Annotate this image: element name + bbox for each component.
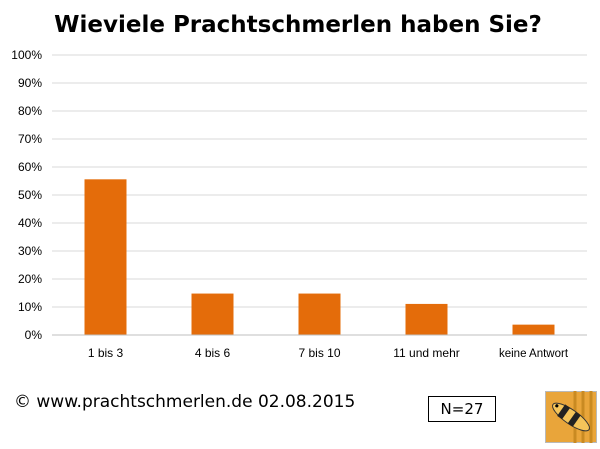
y-tick-label: 80% — [18, 104, 42, 118]
x-tick-label: keine Antwort — [499, 348, 569, 360]
loach-fish-icon — [545, 391, 597, 443]
bar — [298, 293, 341, 335]
bars — [84, 179, 555, 335]
y-tick-label: 0% — [25, 328, 43, 342]
bar-chart: Wieviele Prachtschmerlen haben Sie? 0% 10… — [11, 12, 587, 360]
bar — [512, 324, 555, 335]
sample-size-label: N=27 — [428, 396, 496, 422]
bar — [191, 293, 234, 335]
y-tick-label: 90% — [18, 76, 42, 90]
y-axis-tick-labels: 0% 10% 20% 30% 40% 50% 60% 70% 80% 90% 100% — [11, 48, 42, 342]
x-tick-label: 7 bis 10 — [298, 346, 340, 360]
y-tick-label: 100% — [11, 48, 42, 62]
x-tick-label: 1 bis 3 — [88, 346, 124, 360]
y-tick-label: 30% — [18, 244, 42, 258]
y-tick-label: 50% — [18, 188, 42, 202]
y-tick-label: 70% — [18, 132, 42, 146]
copyright-text: © www.prachtschmerlen.de 02.08.2015 — [14, 392, 356, 412]
chart-title: Wieviele Prachtschmerlen haben Sie? — [54, 12, 542, 38]
grid-lines — [52, 54, 587, 308]
y-tick-label: 20% — [18, 272, 42, 286]
bar — [405, 303, 448, 335]
y-tick-label: 10% — [18, 300, 42, 314]
x-tick-label: 11 und mehr — [393, 346, 460, 360]
y-tick-label: 60% — [18, 160, 42, 174]
x-axis-tick-labels: 1 bis 3 4 bis 6 7 bis 10 11 und mehr keine A… — [88, 346, 569, 360]
bar — [84, 179, 127, 335]
x-tick-label: 4 bis 6 — [195, 346, 231, 360]
y-tick-label: 40% — [18, 216, 42, 230]
